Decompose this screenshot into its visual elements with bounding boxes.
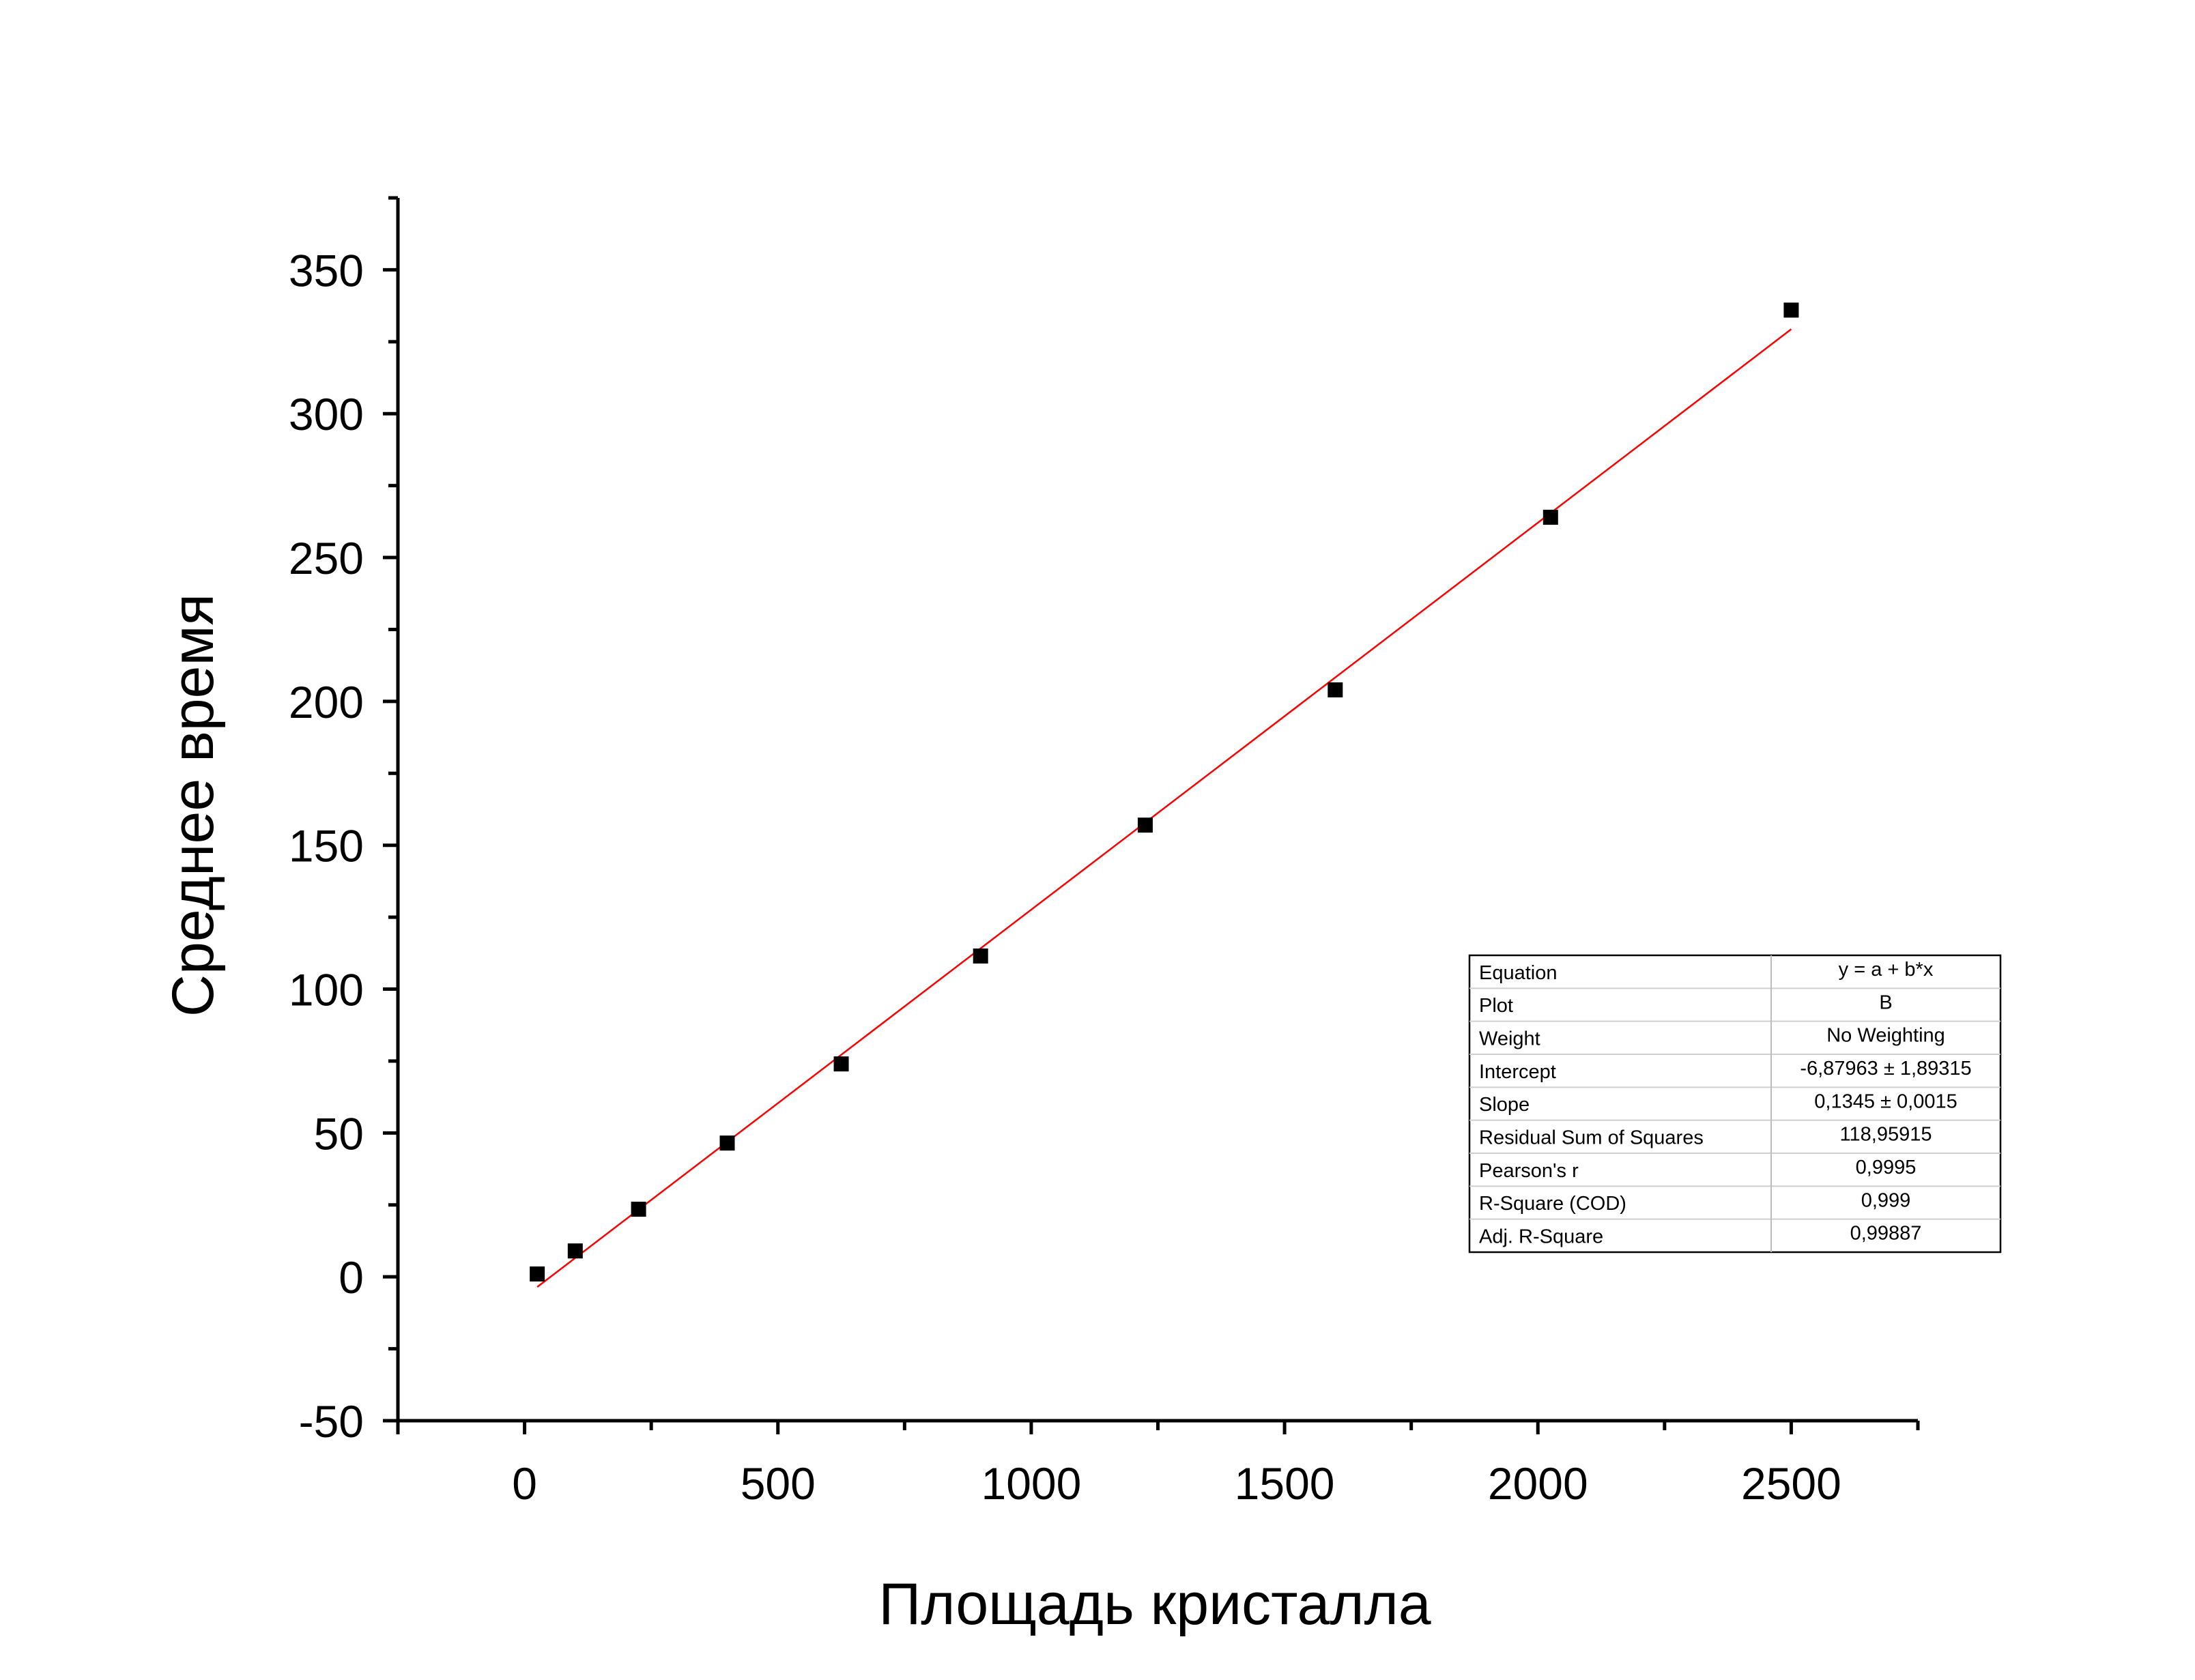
y-tick-label: 0: [339, 1252, 364, 1303]
stats-value: B: [1879, 991, 1892, 1013]
stats-value: 0,99887: [1850, 1223, 1922, 1245]
y-tick-label: 50: [314, 1108, 364, 1159]
y-tick-label: 250: [289, 533, 364, 583]
data-point: [1783, 302, 1799, 318]
x-tick-label: 1500: [1235, 1458, 1335, 1509]
x-tick-label: 1000: [981, 1458, 1082, 1509]
x-tick-label: 500: [741, 1458, 816, 1509]
stats-label: Weight: [1479, 1028, 1540, 1049]
stats-label: Plot: [1479, 995, 1513, 1017]
stats-value: 118,95915: [1840, 1124, 1932, 1146]
x-tick-label: 2500: [1741, 1458, 1841, 1509]
stats-label: Residual Sum of Squares: [1479, 1127, 1704, 1148]
data-point: [1137, 817, 1153, 833]
stats-label: Adj. R-Square: [1479, 1226, 1603, 1247]
regression-stats-table: Equation y = a + b*x Plot B Weight No Weighti…: [1468, 954, 2002, 1254]
stats-value: y = a + b*x: [1839, 959, 1934, 981]
stats-value: 0,9995: [1856, 1157, 1917, 1178]
x-tick-label: 0: [512, 1458, 537, 1509]
stats-label: Pearson's r: [1479, 1160, 1579, 1182]
x-tick-label: 2000: [1488, 1458, 1588, 1509]
x-axis-title: Площадь кристалла: [878, 1572, 1431, 1637]
y-tick-label: 350: [289, 245, 364, 295]
fit-line: [536, 328, 1792, 1288]
y-tick-label: -50: [299, 1396, 364, 1447]
stats-label: Slope: [1479, 1094, 1530, 1116]
data-point: [530, 1266, 545, 1281]
stats-label: R-Square (COD): [1479, 1193, 1626, 1215]
y-tick-label: 200: [289, 677, 364, 727]
axes: 0 500 1000 1500 2000 2500 -50 0 50 100 150 200 250 30…: [289, 196, 1920, 1509]
data-point: [631, 1202, 646, 1217]
data-point: [719, 1135, 735, 1151]
stats-label: Equation: [1479, 962, 1558, 984]
stats-value: 0,999: [1861, 1189, 1911, 1211]
data-point: [973, 948, 988, 964]
data-point: [567, 1243, 583, 1259]
stats-table-frame: [1468, 954, 2002, 1254]
data-point: [1543, 510, 1558, 525]
stats-value: 0,1345 ± 0,0015: [1814, 1090, 1957, 1112]
y-axis-title: Среднее время: [160, 594, 226, 1017]
data-point: [833, 1056, 849, 1072]
stats-value: -6,87963 ± 1,89315: [1800, 1058, 1971, 1080]
y-tick-label: 150: [289, 821, 364, 871]
stats-label: Intercept: [1479, 1061, 1556, 1083]
stats-value: No Weighting: [1826, 1025, 1945, 1047]
y-tick-label: 300: [289, 389, 364, 439]
chart-marks: [530, 302, 1799, 1288]
data-point: [1328, 682, 1343, 698]
y-tick-label: 100: [289, 965, 364, 1015]
